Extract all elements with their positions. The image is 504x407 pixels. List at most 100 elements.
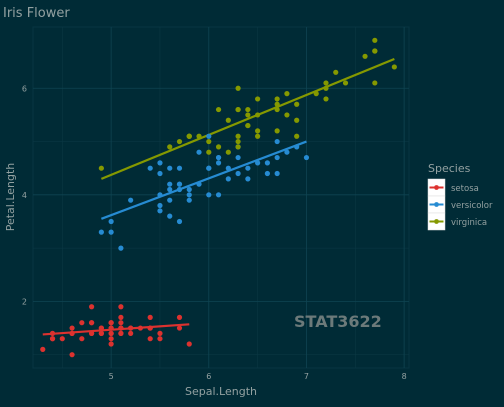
point-setosa: [79, 320, 85, 326]
point-virginica: [255, 112, 261, 118]
x-tick-label: 8: [402, 372, 407, 381]
legend-label-versicolor: versicolor: [451, 201, 493, 211]
point-virginica: [372, 37, 378, 43]
point-virginica: [294, 101, 300, 107]
point-versicolor: [176, 186, 183, 193]
point-versicolor: [186, 186, 192, 193]
point-setosa: [118, 325, 124, 331]
point-virginica: [313, 91, 319, 97]
point-virginica: [255, 128, 261, 134]
point-setosa: [118, 304, 124, 310]
point-setosa: [108, 325, 114, 331]
point-virginica: [206, 149, 212, 155]
point-setosa: [88, 304, 95, 310]
point-versicolor: [157, 208, 163, 214]
point-versicolor: [215, 154, 222, 161]
x-axis-label: Sepal.Length: [185, 385, 257, 398]
point-virginica: [235, 85, 241, 91]
point-virginica: [274, 96, 280, 102]
point-setosa: [147, 314, 153, 320]
point-setosa: [176, 325, 183, 331]
point-versicolor: [176, 218, 183, 225]
point-virginica: [235, 144, 241, 150]
point-setosa: [49, 330, 56, 336]
point-versicolor: [274, 154, 280, 161]
point-versicolor: [176, 165, 183, 171]
point-versicolor: [167, 213, 173, 219]
fit-line-versicolor: [100, 140, 307, 220]
point-versicolor: [206, 192, 212, 198]
grid: [33, 27, 409, 368]
point-setosa: [118, 314, 124, 320]
point-setosa: [147, 336, 153, 342]
point-versicolor: [186, 192, 192, 198]
point-versicolor: [206, 165, 212, 171]
point-setosa: [108, 341, 114, 347]
point-versicolor: [128, 197, 134, 203]
fit-line-virginica: [100, 57, 395, 180]
point-setosa: [128, 325, 134, 331]
point-versicolor: [147, 165, 153, 171]
point-setosa: [147, 325, 153, 331]
point-virginica: [176, 138, 183, 145]
point-setosa: [118, 330, 124, 336]
legend-dot-versicolor: [434, 202, 439, 207]
y-axis-label: Petal.Length: [4, 163, 17, 232]
point-versicolor: [215, 160, 222, 166]
point-virginica: [323, 96, 329, 102]
point-virginica: [235, 106, 241, 113]
point-versicolor: [108, 229, 114, 235]
legend-items: setosa versicolor virginica: [427, 178, 493, 231]
point-versicolor: [255, 160, 261, 166]
point-setosa: [108, 336, 114, 342]
point-versicolor: [157, 160, 163, 166]
point-setosa: [69, 325, 75, 331]
point-versicolor: [264, 170, 270, 177]
point-versicolor: [186, 197, 192, 203]
point-virginica: [235, 138, 241, 145]
point-setosa: [98, 330, 104, 336]
point-virginica: [294, 133, 300, 139]
y-tick-label: 6: [22, 84, 27, 93]
point-setosa: [79, 336, 85, 342]
point-versicolor: [274, 170, 280, 177]
legend: Species setosa versicolor virginica: [427, 162, 493, 231]
regression-lines: [42, 57, 395, 336]
point-versicolor: [284, 149, 290, 155]
point-versicolor: [235, 170, 241, 177]
point-versicolor: [157, 192, 163, 198]
point-setosa: [186, 341, 192, 347]
point-virginica: [235, 133, 241, 139]
point-versicolor: [157, 170, 163, 177]
point-versicolor: [167, 197, 173, 203]
point-setosa: [108, 320, 114, 326]
point-setosa: [137, 325, 144, 331]
point-versicolor: [206, 133, 212, 139]
point-versicolor: [245, 165, 251, 171]
point-virginica: [245, 106, 251, 113]
point-virginica: [362, 53, 368, 59]
point-virginica: [284, 112, 290, 118]
point-versicolor: [303, 154, 310, 161]
point-versicolor: [108, 218, 114, 225]
point-virginica: [206, 138, 212, 145]
point-versicolor: [215, 192, 222, 198]
point-virginica: [196, 133, 202, 139]
point-versicolor: [235, 154, 241, 161]
point-virginica: [215, 144, 222, 150]
point-setosa: [88, 320, 95, 326]
legend-dot-setosa: [434, 185, 439, 190]
point-versicolor: [225, 165, 231, 171]
point-versicolor: [274, 138, 280, 145]
y-tick-label: 2: [22, 297, 27, 306]
point-setosa: [59, 336, 65, 342]
legend-dot-virginica: [434, 219, 439, 224]
point-setosa: [40, 346, 46, 352]
point-virginica: [215, 106, 222, 113]
point-virginica: [372, 48, 378, 54]
data-points: [40, 37, 397, 358]
point-setosa: [157, 330, 163, 336]
point-setosa: [88, 330, 95, 336]
point-virginica: [255, 133, 261, 139]
